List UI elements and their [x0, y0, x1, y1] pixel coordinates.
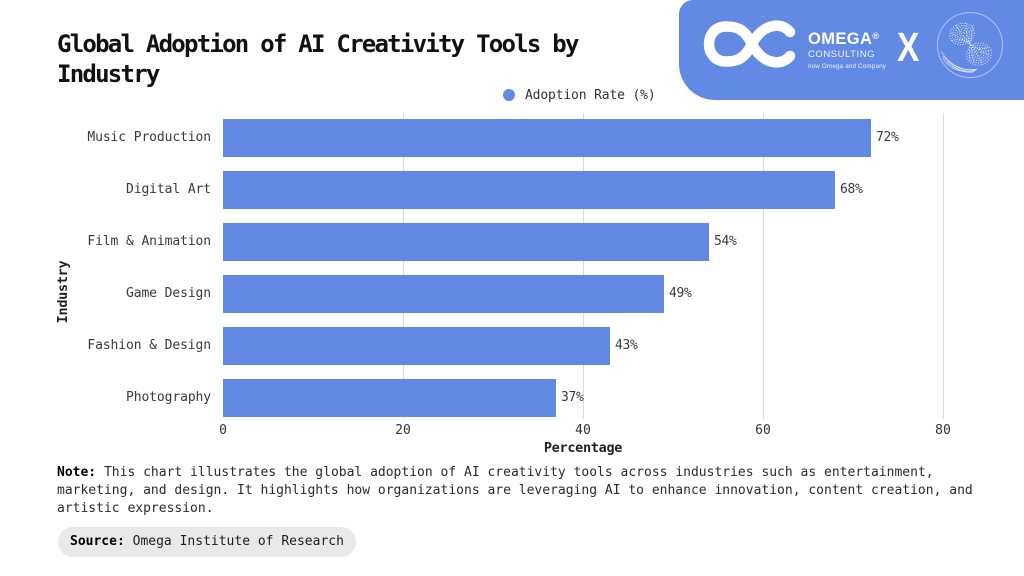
bar-row: Digital Art 68%	[0, 171, 1024, 209]
bar-row: Fashion & Design 43%	[0, 327, 1024, 365]
legend: Adoption Rate (%)	[503, 87, 656, 103]
legend-dot-icon	[503, 89, 515, 101]
source-label: Source:	[70, 534, 125, 549]
partner-mesh-logo-icon	[937, 12, 1003, 78]
registered-trademark-symbol: ®	[872, 31, 879, 41]
gridline-20	[403, 113, 404, 419]
legend-label: Adoption Rate (%)	[525, 87, 656, 103]
bar	[223, 119, 871, 157]
bar-value-label: 49%	[669, 286, 692, 301]
bar-row: Game Design 49%	[0, 275, 1024, 313]
bar-value-label: 72%	[876, 130, 899, 145]
bar-value-label: 68%	[840, 182, 863, 197]
category-label: Photography	[126, 390, 211, 405]
bar-row: Film & Animation 54%	[0, 223, 1024, 261]
brand-subtitle: CONSULTING	[808, 49, 876, 60]
bar	[223, 275, 664, 313]
category-label: Fashion & Design	[87, 338, 211, 353]
bar-value-label: 37%	[561, 390, 584, 405]
category-label: Film & Animation	[87, 234, 211, 249]
category-label: Music Production	[87, 130, 211, 145]
category-label: Game Design	[126, 286, 211, 301]
gridline-40	[583, 113, 584, 419]
note-label: Note:	[57, 465, 97, 480]
bar-value-label: 43%	[615, 338, 638, 353]
brand-text-block: OMEGA® CONSULTING now Omega and Company	[808, 29, 886, 71]
bar	[223, 327, 610, 365]
x-tick-label: 80	[935, 423, 951, 438]
bar	[223, 223, 709, 261]
x-tick-label: 20	[395, 423, 411, 438]
category-label: Digital Art	[126, 182, 211, 197]
bar-row: Photography 37%	[0, 379, 1024, 417]
gridline-80	[943, 113, 944, 419]
omega-infinity-logo-icon	[703, 20, 796, 68]
x-tick-label: 0	[219, 423, 227, 438]
header-banner: OMEGA® CONSULTING now Omega and Company …	[679, 0, 1024, 100]
bar-row: Music Production 72%	[0, 119, 1024, 157]
y-axis-title: Industry	[55, 260, 71, 324]
bar	[223, 379, 556, 417]
note-text: Note: This chart illustrates the global …	[57, 465, 973, 516]
x-tick-label: 60	[755, 423, 771, 438]
chart-title: Global Adoption of AI Creativity Tools b…	[57, 30, 579, 88]
brand-tagline: now Omega and Company	[808, 63, 887, 70]
collaboration-x-mark: X	[897, 24, 920, 70]
x-tick-label: 40	[575, 423, 591, 438]
bar-value-label: 54%	[714, 234, 737, 249]
gridline-60	[763, 113, 764, 419]
brand-name: OMEGA®	[808, 30, 879, 48]
bar	[223, 171, 835, 209]
x-axis-title: Percentage	[543, 440, 623, 456]
source-pill: Source: Omega Institute of Research	[58, 527, 356, 557]
